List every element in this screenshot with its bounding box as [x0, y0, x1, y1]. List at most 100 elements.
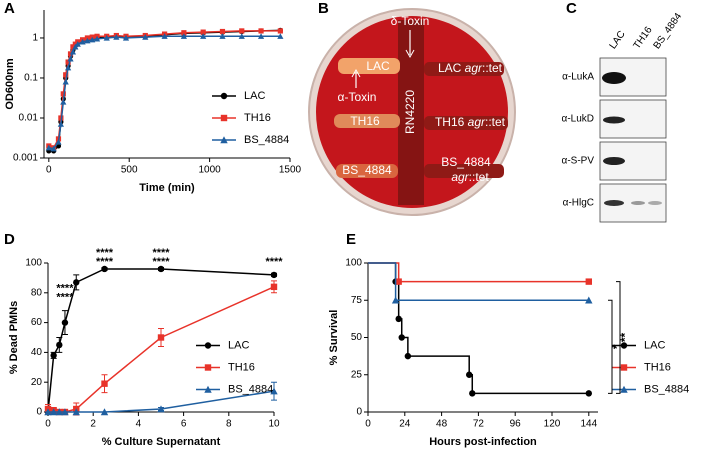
x-axis-title: Time (min) — [139, 182, 195, 194]
strain: TH16 — [435, 115, 465, 129]
marker — [398, 334, 405, 341]
y-tick-label: 50 — [351, 332, 363, 343]
marker — [65, 64, 72, 71]
marker — [50, 352, 57, 359]
suffix: ::tet — [469, 170, 490, 184]
marker — [122, 34, 130, 41]
plate-label: BS_4884 — [441, 155, 491, 169]
marker — [200, 29, 206, 35]
x-tick-label: 0 — [45, 419, 51, 430]
marker — [257, 33, 265, 39]
marker — [469, 390, 476, 397]
panel-label: A — [4, 0, 15, 17]
gene: agr — [451, 170, 469, 184]
marker — [204, 364, 212, 371]
y-tick-label: 0 — [36, 407, 42, 418]
marker — [238, 33, 245, 39]
marker — [61, 408, 69, 416]
strain: LAC — [438, 61, 462, 75]
legend-label: BS_4884 — [244, 134, 289, 146]
gene: agr — [465, 61, 483, 75]
plate-label: RN4220 — [403, 90, 417, 134]
lane-label: LAC — [608, 29, 628, 51]
significance: ** — [618, 333, 632, 343]
x-axis-title: Hours post-infection — [429, 436, 537, 448]
marker — [56, 341, 63, 349]
marker — [181, 30, 187, 36]
marker — [620, 385, 628, 393]
marker — [73, 279, 80, 286]
panel-label: E — [346, 231, 356, 248]
plate-label: δ-Toxin — [391, 14, 430, 28]
plate-label: BS_4884 — [342, 163, 392, 177]
x-tick-label: 96 — [510, 419, 522, 430]
x-tick-label: 10 — [268, 419, 280, 430]
y-tick-label: 25 — [351, 369, 363, 380]
marker — [161, 33, 168, 39]
marker — [466, 371, 473, 378]
y-tick-label: 40 — [31, 347, 43, 358]
panel-label: D — [4, 231, 15, 248]
marker — [585, 278, 592, 285]
marker — [157, 405, 165, 413]
bracket — [616, 281, 621, 394]
gene: agr — [468, 115, 486, 129]
marker — [270, 387, 278, 395]
marker — [220, 114, 228, 122]
marker — [395, 278, 402, 285]
y-tick-label: 80 — [31, 287, 43, 298]
suffix: ::tet — [485, 115, 506, 129]
marker — [391, 296, 400, 304]
x-tick-label: 500 — [121, 165, 138, 176]
marker — [270, 271, 278, 279]
significance: **** — [56, 283, 74, 295]
marker — [585, 296, 593, 304]
x-tick-label: 72 — [473, 419, 485, 430]
legend-label: BS_4884 — [644, 383, 689, 395]
marker — [101, 380, 108, 387]
marker — [157, 265, 165, 273]
y-tick-label: 0.1 — [24, 73, 38, 84]
marker — [204, 385, 212, 393]
marker — [79, 38, 86, 45]
marker — [65, 59, 71, 65]
y-tick-label: 20 — [31, 377, 43, 388]
marker — [70, 44, 76, 50]
marker — [585, 390, 592, 397]
x-tick-label: 0 — [365, 419, 371, 430]
marker — [93, 35, 101, 42]
x-tick-label: 1000 — [198, 165, 221, 176]
marker — [395, 315, 402, 323]
marker — [113, 34, 120, 40]
marker — [60, 91, 66, 97]
marker — [100, 408, 109, 416]
x-axis-title: % Culture Supernatant — [102, 436, 221, 448]
x-tick-label: 48 — [436, 419, 448, 430]
marker — [61, 319, 69, 326]
y-axis-title: OD600nm — [4, 58, 16, 110]
marker — [220, 92, 228, 100]
significance: * — [610, 344, 624, 349]
significance: **** — [96, 247, 114, 259]
y-tick-label: 75 — [351, 295, 363, 306]
marker — [270, 283, 278, 291]
marker — [50, 145, 57, 152]
marker — [74, 41, 81, 47]
plate-image — [308, 8, 516, 216]
y-axis-title: % Survival — [328, 310, 340, 366]
x-tick-label: 4 — [136, 419, 142, 430]
marker — [67, 55, 74, 62]
legend-label: TH16 — [228, 361, 255, 373]
panel-label: B — [318, 0, 329, 17]
legend-label: TH16 — [244, 112, 271, 124]
blot-image — [599, 57, 667, 223]
plate-label: agr::tet — [451, 170, 489, 184]
lane-label: TH16 — [632, 25, 655, 52]
significance: **** — [265, 256, 283, 268]
legend-label: LAC — [244, 90, 265, 102]
y-tick-label: 0.001 — [13, 153, 38, 164]
legend-label: LAC — [644, 339, 665, 351]
x-tick-label: 24 — [399, 419, 411, 430]
y-tick-label: 0.01 — [19, 113, 39, 124]
